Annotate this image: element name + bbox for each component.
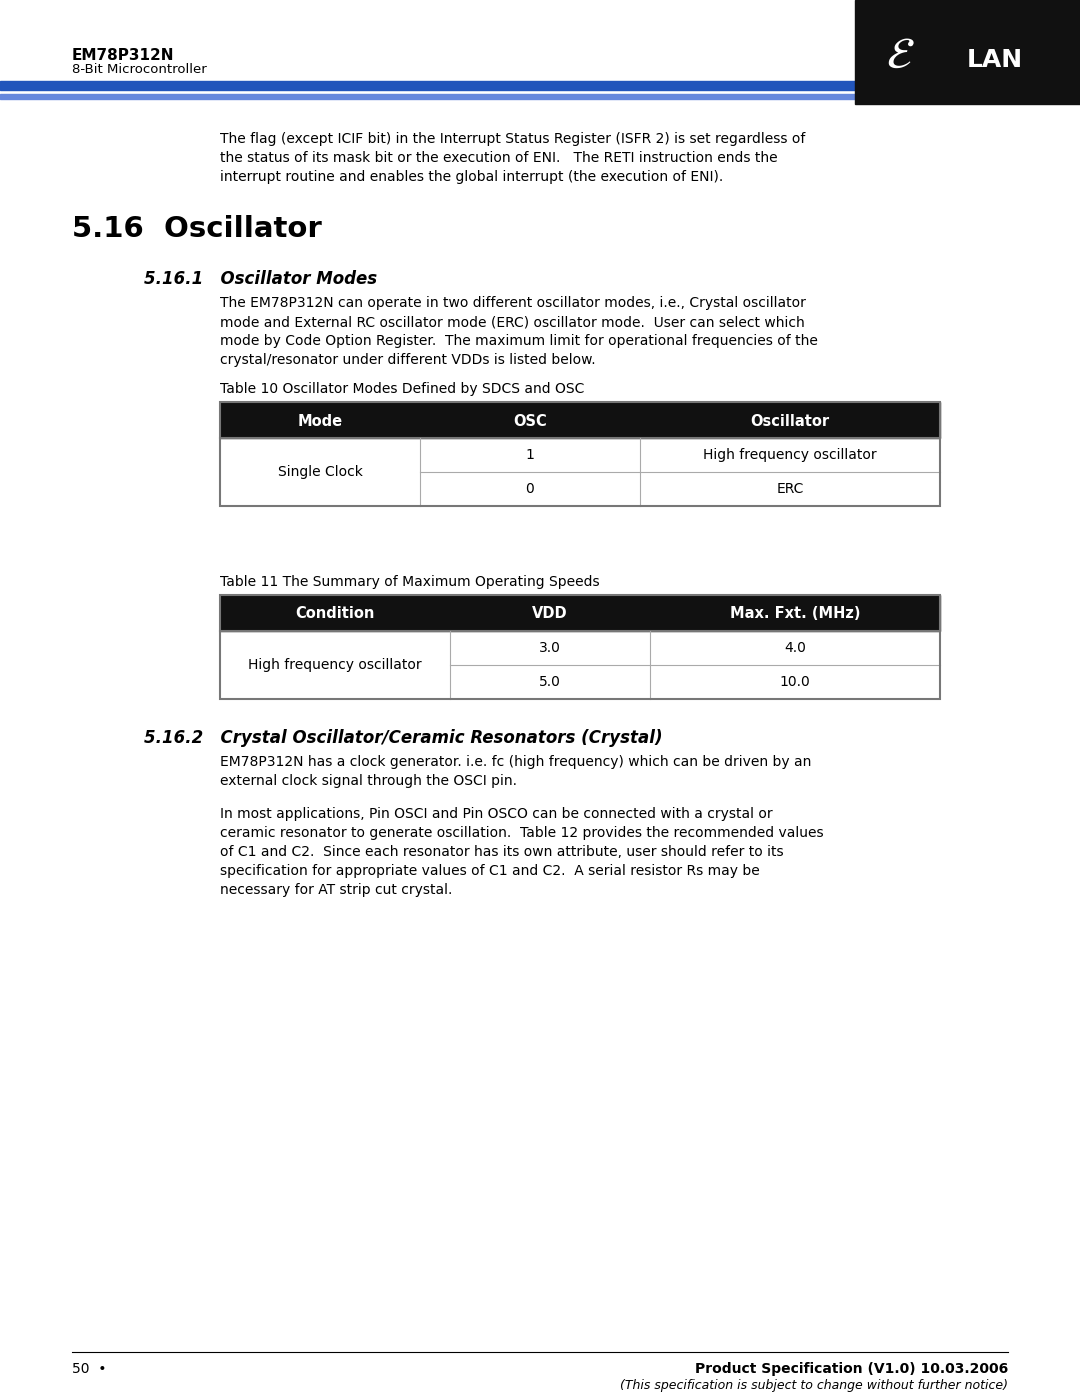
Text: crystal/resonator under different VDDs is listed below.: crystal/resonator under different VDDs i… — [220, 353, 596, 367]
Text: external clock signal through the OSCI pin.: external clock signal through the OSCI p… — [220, 774, 517, 788]
Text: necessary for AT strip cut crystal.: necessary for AT strip cut crystal. — [220, 883, 453, 897]
Text: 5.0: 5.0 — [539, 675, 561, 689]
Text: The flag (except ICIF bit) in the Interrupt Status Register (ISFR 2) is set rega: The flag (except ICIF bit) in the Interr… — [220, 131, 806, 147]
Bar — [0, 94, 855, 99]
Bar — [220, 439, 940, 506]
Text: 10.0: 10.0 — [780, 675, 810, 689]
Text: Table 11 The Summary of Maximum Operating Speeds: Table 11 The Summary of Maximum Operatin… — [220, 576, 599, 590]
Bar — [220, 595, 940, 698]
Text: 5.16.2   Crystal Oscillator/Ceramic Resonators (Crystal): 5.16.2 Crystal Oscillator/Ceramic Resona… — [144, 729, 663, 747]
Bar — [0, 81, 855, 89]
Text: 5.16  Oscillator: 5.16 Oscillator — [72, 215, 322, 243]
Bar — [855, 0, 1080, 103]
Text: the status of its mask bit or the execution of ENI.   The RETI instruction ends : the status of its mask bit or the execut… — [220, 151, 778, 165]
Text: High frequency oscillator: High frequency oscillator — [248, 658, 422, 672]
Text: In most applications, Pin OSCI and Pin OSCO can be connected with a crystal or: In most applications, Pin OSCI and Pin O… — [220, 807, 772, 821]
Text: $\mathcal{E}$: $\mathcal{E}$ — [886, 34, 915, 77]
Text: Max. Fxt. (MHz): Max. Fxt. (MHz) — [730, 606, 861, 622]
Text: VDD: VDD — [532, 606, 568, 622]
Text: 3.0: 3.0 — [539, 641, 561, 655]
Text: mode and External RC oscillator mode (ERC) oscillator mode.  User can select whi: mode and External RC oscillator mode (ER… — [220, 314, 805, 330]
Text: of C1 and C2.  Since each resonator has its own attribute, user should refer to : of C1 and C2. Since each resonator has i… — [220, 845, 784, 859]
Bar — [220, 402, 940, 439]
Bar — [220, 631, 940, 698]
Text: 4.0: 4.0 — [784, 641, 806, 655]
Text: EM78P312N: EM78P312N — [72, 47, 175, 63]
Bar — [220, 595, 940, 631]
Text: 1: 1 — [526, 448, 535, 462]
Text: 5.16.1   Oscillator Modes: 5.16.1 Oscillator Modes — [144, 270, 377, 288]
Text: Mode: Mode — [297, 414, 342, 429]
Text: specification for appropriate values of C1 and C2.  A serial resistor Rs may be: specification for appropriate values of … — [220, 863, 759, 877]
Text: ERC: ERC — [777, 482, 804, 496]
Text: Oscillator: Oscillator — [751, 414, 829, 429]
Bar — [220, 402, 940, 506]
Text: Single Clock: Single Clock — [278, 465, 363, 479]
Text: Product Specification (V1.0) 10.03.2006: Product Specification (V1.0) 10.03.2006 — [694, 1362, 1008, 1376]
Text: mode by Code Option Register.  The maximum limit for operational frequencies of : mode by Code Option Register. The maximu… — [220, 334, 818, 348]
Text: 0: 0 — [526, 482, 535, 496]
Text: 8-Bit Microcontroller: 8-Bit Microcontroller — [72, 63, 206, 75]
Text: Condition: Condition — [295, 606, 375, 622]
Text: Table 10 Oscillator Modes Defined by SDCS and OSC: Table 10 Oscillator Modes Defined by SDC… — [220, 381, 584, 395]
Text: High frequency oscillator: High frequency oscillator — [703, 448, 877, 462]
Text: interrupt routine and enables the global interrupt (the execution of ENI).: interrupt routine and enables the global… — [220, 170, 724, 184]
Text: ceramic resonator to generate oscillation.  Table 12 provides the recommended va: ceramic resonator to generate oscillatio… — [220, 826, 824, 840]
Text: (This specification is subject to change without further notice): (This specification is subject to change… — [620, 1379, 1008, 1391]
Text: The EM78P312N can operate in two different oscillator modes, i.e., Crystal oscil: The EM78P312N can operate in two differe… — [220, 296, 806, 310]
Text: LAN: LAN — [967, 47, 1023, 73]
Text: EM78P312N has a clock generator. i.e. fc (high frequency) which can be driven by: EM78P312N has a clock generator. i.e. fc… — [220, 754, 811, 768]
Text: 50  •: 50 • — [72, 1362, 107, 1376]
Text: OSC: OSC — [513, 414, 546, 429]
